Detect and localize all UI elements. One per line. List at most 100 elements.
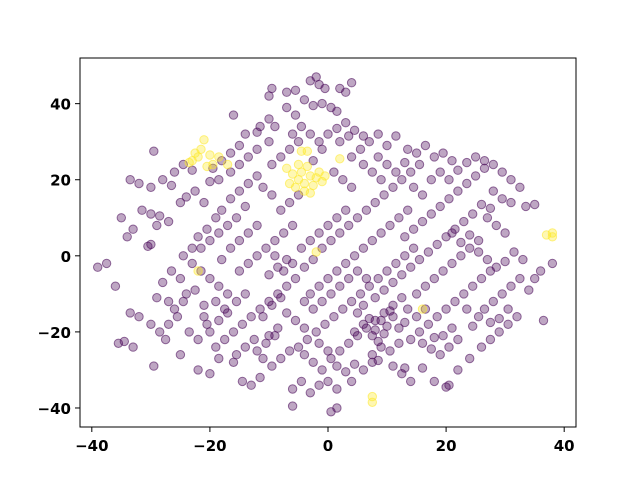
scatter-point bbox=[273, 323, 283, 333]
scatter-point bbox=[287, 384, 298, 394]
scatter-point bbox=[376, 228, 386, 238]
scatter-point bbox=[503, 304, 513, 314]
scatter-point bbox=[225, 194, 236, 204]
scatter-point bbox=[284, 197, 295, 208]
scatter-point bbox=[344, 131, 354, 141]
scatter-point bbox=[547, 258, 558, 269]
scatter-point bbox=[326, 289, 336, 299]
y-tick-label: −20 bbox=[38, 324, 71, 342]
scatter-point bbox=[358, 131, 369, 141]
scatter-point bbox=[282, 163, 292, 174]
scatter-point bbox=[284, 178, 295, 189]
scatter-point bbox=[382, 266, 392, 276]
scatter-point bbox=[296, 146, 307, 156]
scatter-point bbox=[429, 376, 439, 387]
scatter-point bbox=[237, 319, 248, 329]
scatter-point bbox=[426, 344, 436, 354]
scatter-point bbox=[267, 361, 277, 371]
scatter-point bbox=[500, 256, 510, 267]
scatter-point bbox=[240, 289, 251, 299]
scatter-point bbox=[214, 353, 224, 364]
scatter-point bbox=[346, 152, 357, 162]
scatter-point bbox=[190, 285, 200, 295]
scatter-point bbox=[385, 220, 395, 231]
scatter-point bbox=[284, 346, 295, 356]
scatter-point bbox=[338, 304, 348, 314]
scatter-point bbox=[358, 319, 369, 329]
scatter-point bbox=[187, 258, 197, 269]
scatter-point bbox=[453, 365, 463, 375]
scatter-point bbox=[252, 144, 262, 155]
scatter-point bbox=[146, 209, 156, 219]
scatter-point bbox=[497, 167, 507, 177]
scatter-point bbox=[403, 144, 413, 155]
scatter-point bbox=[249, 334, 259, 345]
scatter-point bbox=[408, 224, 419, 234]
scatter-point bbox=[423, 319, 434, 329]
scatter-point bbox=[193, 266, 203, 276]
scatter-point bbox=[344, 220, 354, 231]
scatter-point bbox=[538, 315, 549, 326]
scatter-point bbox=[346, 296, 357, 307]
scatter-point bbox=[376, 315, 386, 326]
y-tick-label: 40 bbox=[50, 96, 71, 114]
scatter-point bbox=[158, 175, 168, 185]
scatter-point bbox=[267, 83, 277, 94]
scatter-point bbox=[287, 401, 298, 411]
scatter-point bbox=[119, 336, 130, 347]
scatter-point bbox=[397, 270, 407, 280]
scatter-point bbox=[187, 243, 197, 253]
scatter-point bbox=[432, 312, 442, 322]
scatter-point bbox=[166, 180, 177, 191]
scatter-point bbox=[403, 304, 413, 314]
scatter-point bbox=[252, 220, 262, 231]
scatter-point bbox=[450, 296, 460, 307]
scatter-point bbox=[479, 304, 490, 314]
scatter-point bbox=[485, 334, 496, 345]
scatter-point bbox=[122, 232, 132, 242]
scatter-point bbox=[332, 123, 342, 134]
scatter-point bbox=[344, 338, 354, 348]
scatter-point bbox=[146, 319, 156, 329]
scatter-point bbox=[155, 211, 165, 221]
scatter-point bbox=[264, 331, 274, 341]
scatter-point bbox=[341, 87, 351, 97]
scatter-point bbox=[364, 137, 374, 147]
scatter-point bbox=[420, 140, 431, 151]
scatter-point bbox=[228, 327, 239, 337]
scatter-point bbox=[352, 213, 363, 223]
scatter-point bbox=[234, 266, 245, 276]
scatter-point bbox=[426, 209, 436, 219]
scatter-point bbox=[261, 243, 271, 253]
scatter-point bbox=[382, 159, 392, 170]
scatter-point bbox=[211, 213, 221, 223]
scatter-point bbox=[293, 342, 304, 352]
scatter-point bbox=[341, 205, 351, 215]
scatter-point bbox=[276, 152, 286, 162]
scatter-point bbox=[335, 154, 345, 164]
scatter-point bbox=[376, 175, 386, 185]
scatter-point bbox=[444, 380, 454, 390]
scatter-point bbox=[196, 266, 206, 276]
scatter-point bbox=[453, 186, 463, 196]
scatter-point bbox=[243, 178, 254, 189]
scatter-point bbox=[323, 129, 333, 139]
scatter-point bbox=[264, 270, 274, 280]
scatter-point bbox=[355, 289, 366, 299]
scatter-point bbox=[237, 376, 248, 387]
scatter-point bbox=[282, 87, 292, 97]
scatter-point bbox=[438, 266, 448, 276]
scatter-point bbox=[329, 167, 339, 177]
scatter-point bbox=[175, 273, 186, 284]
x-tick-label: 40 bbox=[554, 437, 575, 455]
scatter-point bbox=[293, 137, 304, 147]
scatter-point bbox=[344, 273, 354, 284]
scatter-point bbox=[438, 148, 448, 158]
scatter-point bbox=[547, 232, 558, 242]
scatter-point bbox=[367, 331, 377, 341]
scatter-point bbox=[211, 296, 221, 307]
scatter-point bbox=[314, 338, 324, 348]
scatter-point bbox=[397, 175, 407, 185]
scatter-point bbox=[305, 289, 315, 299]
y-tick-label: 20 bbox=[50, 172, 71, 190]
